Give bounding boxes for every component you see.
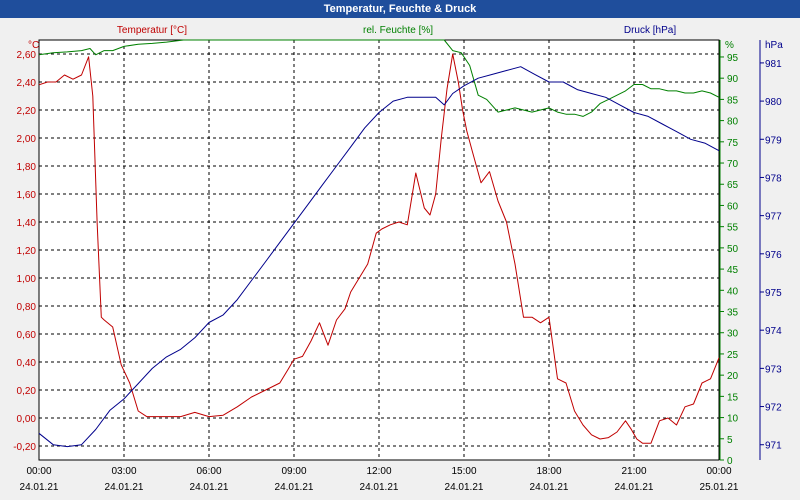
pressure-tick-label: 972: [765, 403, 782, 414]
x-tick-time: 15:00: [451, 466, 476, 477]
temperature-tick-label: 1,60: [17, 190, 37, 201]
x-tick-time: 03:00: [111, 466, 136, 477]
grid: [39, 40, 719, 460]
temperature-axis: -0,20 0,00 0,20 0,40 0,60 0,80 1,00 1,20 1,40 1,6…: [13, 50, 36, 453]
temperature-tick-label: -0,20: [13, 442, 36, 453]
humidity-legend: rel. Feuchte [%]: [363, 25, 433, 36]
temperature-tick-label: 1,40: [17, 218, 37, 229]
x-tick-date: 25.01.21: [700, 482, 739, 493]
pressure-tick-label: 976: [765, 250, 782, 261]
humidity-tick-label: 15: [727, 392, 739, 403]
humidity-tick-label: 75: [727, 138, 739, 149]
temperature-legend: Temperatur [°C]: [117, 25, 187, 36]
humidity-tick-label: 20: [727, 371, 739, 382]
series-layer: [38, 39, 720, 448]
pressure-series-line: [38, 66, 720, 448]
x-tick-time: 21:00: [621, 466, 646, 477]
humidity-tick-label: 50: [727, 244, 739, 255]
x-tick-time: 18:00: [536, 466, 561, 477]
humidity-series-line: [38, 39, 720, 117]
temperature-tick-label: 2,40: [17, 78, 37, 89]
chart-canvas: -0,20 0,00 0,20 0,40 0,60 0,80 1,00 1,20 1,40 1,6…: [13, 25, 783, 493]
humidity-tick-label: 95: [727, 53, 739, 64]
temperature-tick-label: 1,00: [17, 274, 37, 285]
humidity-tick-label: 90: [727, 74, 739, 85]
humidity-axis: 0 5 10 15 20 25 30 35 40 45 50 55 60 65 70 75 80 85 90 95: [719, 40, 739, 467]
x-tick-time: 12:00: [366, 466, 391, 477]
temperature-tick-label: 0,00: [17, 414, 37, 425]
pressure-tick-label: 974: [765, 326, 782, 337]
pressure-tick-label: 973: [765, 364, 782, 375]
humidity-tick-label: 60: [727, 201, 739, 212]
humidity-tick-label: 65: [727, 180, 739, 191]
pressure-tick-label: 980: [765, 97, 782, 108]
humidity-tick-label: 55: [727, 223, 739, 234]
temperature-tick-label: 2,60: [17, 50, 37, 61]
x-tick-date: 24.01.21: [445, 482, 484, 493]
temperature-tick-label: 0,20: [17, 386, 37, 397]
temperature-tick-label: 1,80: [17, 162, 37, 173]
pressure-tick-label: 977: [765, 212, 782, 223]
humidity-tick-label: 85: [727, 95, 739, 106]
humidity-tick-label: 25: [727, 350, 739, 361]
humidity-tick-label: 30: [727, 329, 739, 340]
temperature-tick-label: 0,60: [17, 330, 37, 341]
humidity-tick-label: 45: [727, 265, 739, 276]
x-tick-date: 24.01.21: [615, 482, 654, 493]
humidity-tick-label: 40: [727, 286, 739, 297]
temperature-series-line: [38, 53, 720, 444]
x-tick-date: 24.01.21: [190, 482, 229, 493]
pressure-tick-label: 975: [765, 288, 782, 299]
time-axis: 00:00 24.01.21 03:00 24.01.21 06:00 24.01.21 0…: [20, 466, 739, 493]
pressure-tick-label: 979: [765, 135, 782, 146]
humidity-tick-label: 35: [727, 308, 739, 319]
humidity-tick-label: 10: [727, 414, 739, 425]
humidity-tick-label: 70: [727, 159, 739, 170]
x-tick-time: 09:00: [281, 466, 306, 477]
x-tick-date: 24.01.21: [530, 482, 569, 493]
x-tick-time: 06:00: [196, 466, 221, 477]
pressure-legend: Druck [hPa]: [624, 25, 676, 36]
pressure-axis: 971 972 973 974 975 976 977 978 979 980 981: [759, 40, 782, 460]
temperature-tick-label: 2,20: [17, 106, 37, 117]
temperature-tick-label: 2,00: [17, 134, 37, 145]
pressure-tick-label: 981: [765, 59, 782, 70]
temperature-tick-label: 1,20: [17, 246, 37, 257]
humidity-tick-label: 80: [727, 117, 739, 128]
x-tick-time: 00:00: [26, 466, 51, 477]
humidity-tick-label: 0: [727, 456, 733, 467]
pressure-tick-label: 971: [765, 441, 782, 452]
pressure-tick-label: 978: [765, 173, 782, 184]
x-tick-date: 24.01.21: [275, 482, 314, 493]
temperature-tick-label: 0,80: [17, 302, 37, 313]
x-tick-time: 00:00: [706, 466, 731, 477]
x-tick-date: 24.01.21: [20, 482, 59, 493]
chart-title: Temperatur, Feuchte & Druck: [0, 0, 800, 18]
humidity-unit: %: [725, 40, 734, 51]
temperature-tick-label: 0,40: [17, 358, 37, 369]
x-tick-date: 24.01.21: [105, 482, 144, 493]
pressure-unit: hPa: [765, 40, 783, 51]
humidity-tick-label: 5: [727, 435, 733, 446]
x-tick-date: 24.01.21: [360, 482, 399, 493]
temperature-unit: °C: [28, 40, 39, 51]
